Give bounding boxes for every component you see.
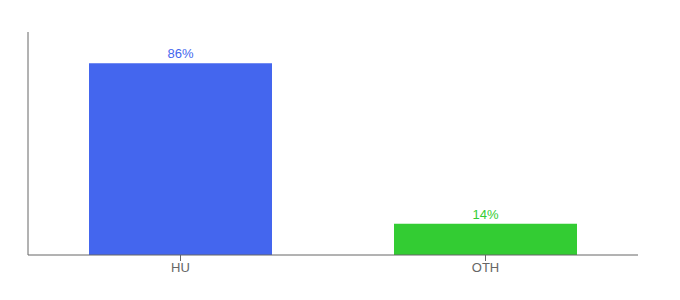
svg-text:HU: HU (171, 260, 190, 275)
svg-text:14%: 14% (472, 207, 498, 222)
svg-text:86%: 86% (167, 46, 193, 61)
svg-text:OTH: OTH (472, 260, 499, 275)
